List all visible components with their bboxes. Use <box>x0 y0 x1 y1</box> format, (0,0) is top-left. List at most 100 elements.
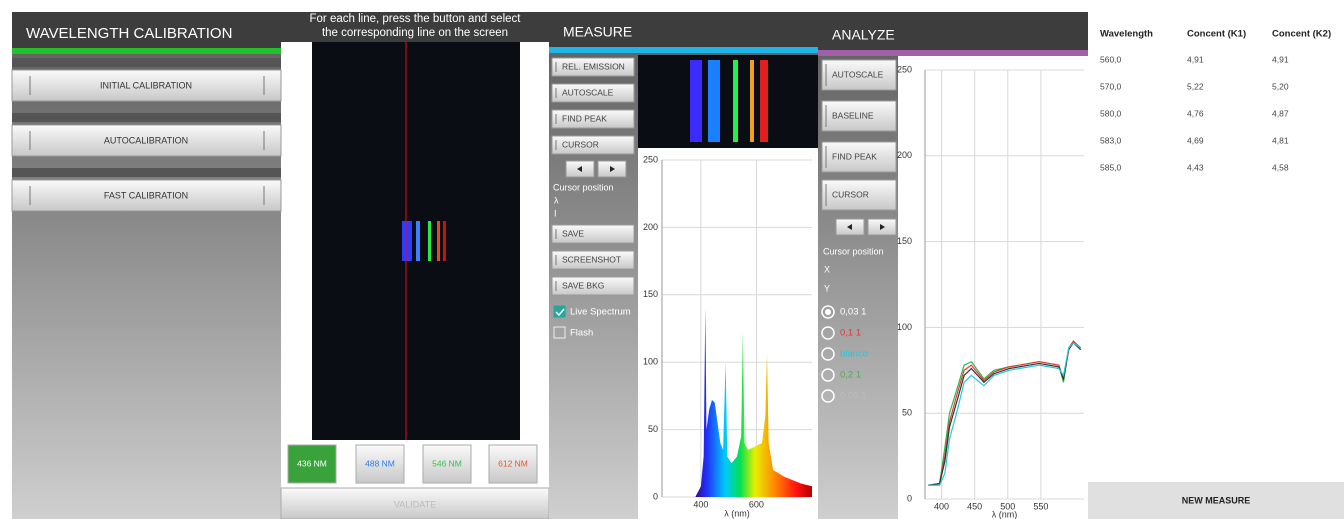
table-cell: 560,0 <box>1100 54 1122 64</box>
radio-label: 0,05 1 <box>840 391 866 402</box>
x-axis-label: λ (nm) <box>992 509 1018 519</box>
checkbox[interactable] <box>553 305 566 318</box>
radio[interactable] <box>821 389 835 403</box>
table-cell: 580,0 <box>1100 108 1122 118</box>
button-label: AUTOSCALE <box>832 69 884 79</box>
header <box>12 12 281 48</box>
x-tick-label: 400 <box>693 499 708 509</box>
x-tick-label: 600 <box>749 499 764 509</box>
spectral-band <box>760 60 768 142</box>
spectrum-image <box>638 55 818 148</box>
y-tick-label: 200 <box>897 150 912 160</box>
button[interactable] <box>422 444 472 484</box>
radio[interactable] <box>821 326 835 340</box>
button[interactable] <box>287 444 337 484</box>
button[interactable] <box>11 179 282 212</box>
x-axis-label: λ (nm) <box>724 508 750 518</box>
table-cell: 4,81 <box>1272 135 1289 145</box>
instruction: the corresponding line on the screen <box>322 27 508 39</box>
button-label: CURSOR <box>562 139 599 149</box>
panel-bg <box>1088 12 1344 519</box>
button-label: VALIDATE <box>394 499 436 509</box>
button[interactable] <box>551 250 635 270</box>
arrow-icon <box>610 166 615 172</box>
radio-label: 0,03 1 <box>840 307 866 318</box>
header <box>549 12 818 47</box>
cursor-label: Cursor position <box>823 246 884 256</box>
arrow-icon <box>577 166 582 172</box>
y-tick-label: 0 <box>907 493 912 503</box>
button-label: FIND PEAK <box>562 113 607 123</box>
button-label: CURSOR <box>832 189 869 199</box>
table-cell: 4,76 <box>1187 108 1204 118</box>
accent-bar <box>12 48 281 54</box>
button-label: FIND PEAK <box>832 151 877 161</box>
checkbox[interactable] <box>553 326 566 339</box>
accent-bar <box>549 47 818 53</box>
y-tick-label: 150 <box>897 236 912 246</box>
chart-area <box>898 56 1088 519</box>
button[interactable] <box>280 487 550 519</box>
button[interactable] <box>551 276 635 296</box>
spectrum-area <box>662 308 812 497</box>
table-cell: 4,69 <box>1187 135 1204 145</box>
spectral-line <box>402 221 412 261</box>
button-label: AUTOCALIBRATION <box>104 135 188 145</box>
button[interactable] <box>551 135 635 155</box>
button[interactable] <box>11 69 282 102</box>
checkbox-label: Live Spectrum <box>570 307 631 318</box>
strip <box>12 58 281 67</box>
y-tick-label: 50 <box>648 424 658 434</box>
button-label: BASELINE <box>832 110 874 120</box>
button[interactable] <box>355 444 405 484</box>
button[interactable] <box>551 224 635 244</box>
radio[interactable] <box>821 347 835 361</box>
panel-title: ANALYZE <box>832 27 895 43</box>
spectral-band <box>733 60 738 142</box>
instruction: For each line, press the button and sele… <box>310 13 522 25</box>
button[interactable] <box>821 59 897 91</box>
table-cell: 585,0 <box>1100 162 1122 172</box>
button[interactable] <box>821 100 897 132</box>
button[interactable] <box>551 57 635 77</box>
x-tick-label: 400 <box>934 501 949 511</box>
table-cell: 583,0 <box>1100 135 1122 145</box>
button[interactable] <box>551 109 635 129</box>
radio[interactable] <box>821 305 835 319</box>
y-tick-label: 0 <box>653 491 658 501</box>
table-cell: 5,22 <box>1187 81 1204 91</box>
radio[interactable] <box>821 368 835 382</box>
spectral-line <box>437 221 440 261</box>
strip <box>12 168 281 177</box>
spectral-band <box>750 60 754 142</box>
button[interactable] <box>821 141 897 173</box>
panel-title: MEASURE <box>563 24 632 40</box>
button-label: REL. EMISSION <box>562 61 625 71</box>
y-tick-label: 150 <box>643 289 658 299</box>
table-cell: 4,87 <box>1272 108 1289 118</box>
column-header: Wavelength <box>1100 29 1153 40</box>
button-label: 612 NM <box>498 458 528 468</box>
button[interactable] <box>488 444 538 484</box>
button-label: SAVE BKG <box>562 280 604 290</box>
check-icon <box>555 308 565 317</box>
button[interactable] <box>821 179 897 211</box>
y-tick-label: 100 <box>643 357 658 367</box>
button-label: NEW MEASURE <box>1182 495 1251 505</box>
cursor-label: Cursor position <box>553 182 614 192</box>
table-cell: 570,0 <box>1100 81 1122 91</box>
button[interactable] <box>1088 482 1344 519</box>
button-label: 546 NM <box>432 458 462 468</box>
table-cell: 4,43 <box>1187 162 1204 172</box>
table-cell: 5,20 <box>1272 81 1289 91</box>
y-tick-label: 100 <box>897 322 912 332</box>
button[interactable] <box>551 83 635 103</box>
button-label: SCREENSHOT <box>562 254 621 264</box>
arrow-icon <box>880 224 885 230</box>
column-header: Concent (K1) <box>1187 29 1246 40</box>
checkbox-label: Flash <box>570 328 593 339</box>
button-label: INITIAL CALIBRATION <box>100 80 192 90</box>
button-label: AUTOSCALE <box>562 87 614 97</box>
button[interactable] <box>11 124 282 157</box>
